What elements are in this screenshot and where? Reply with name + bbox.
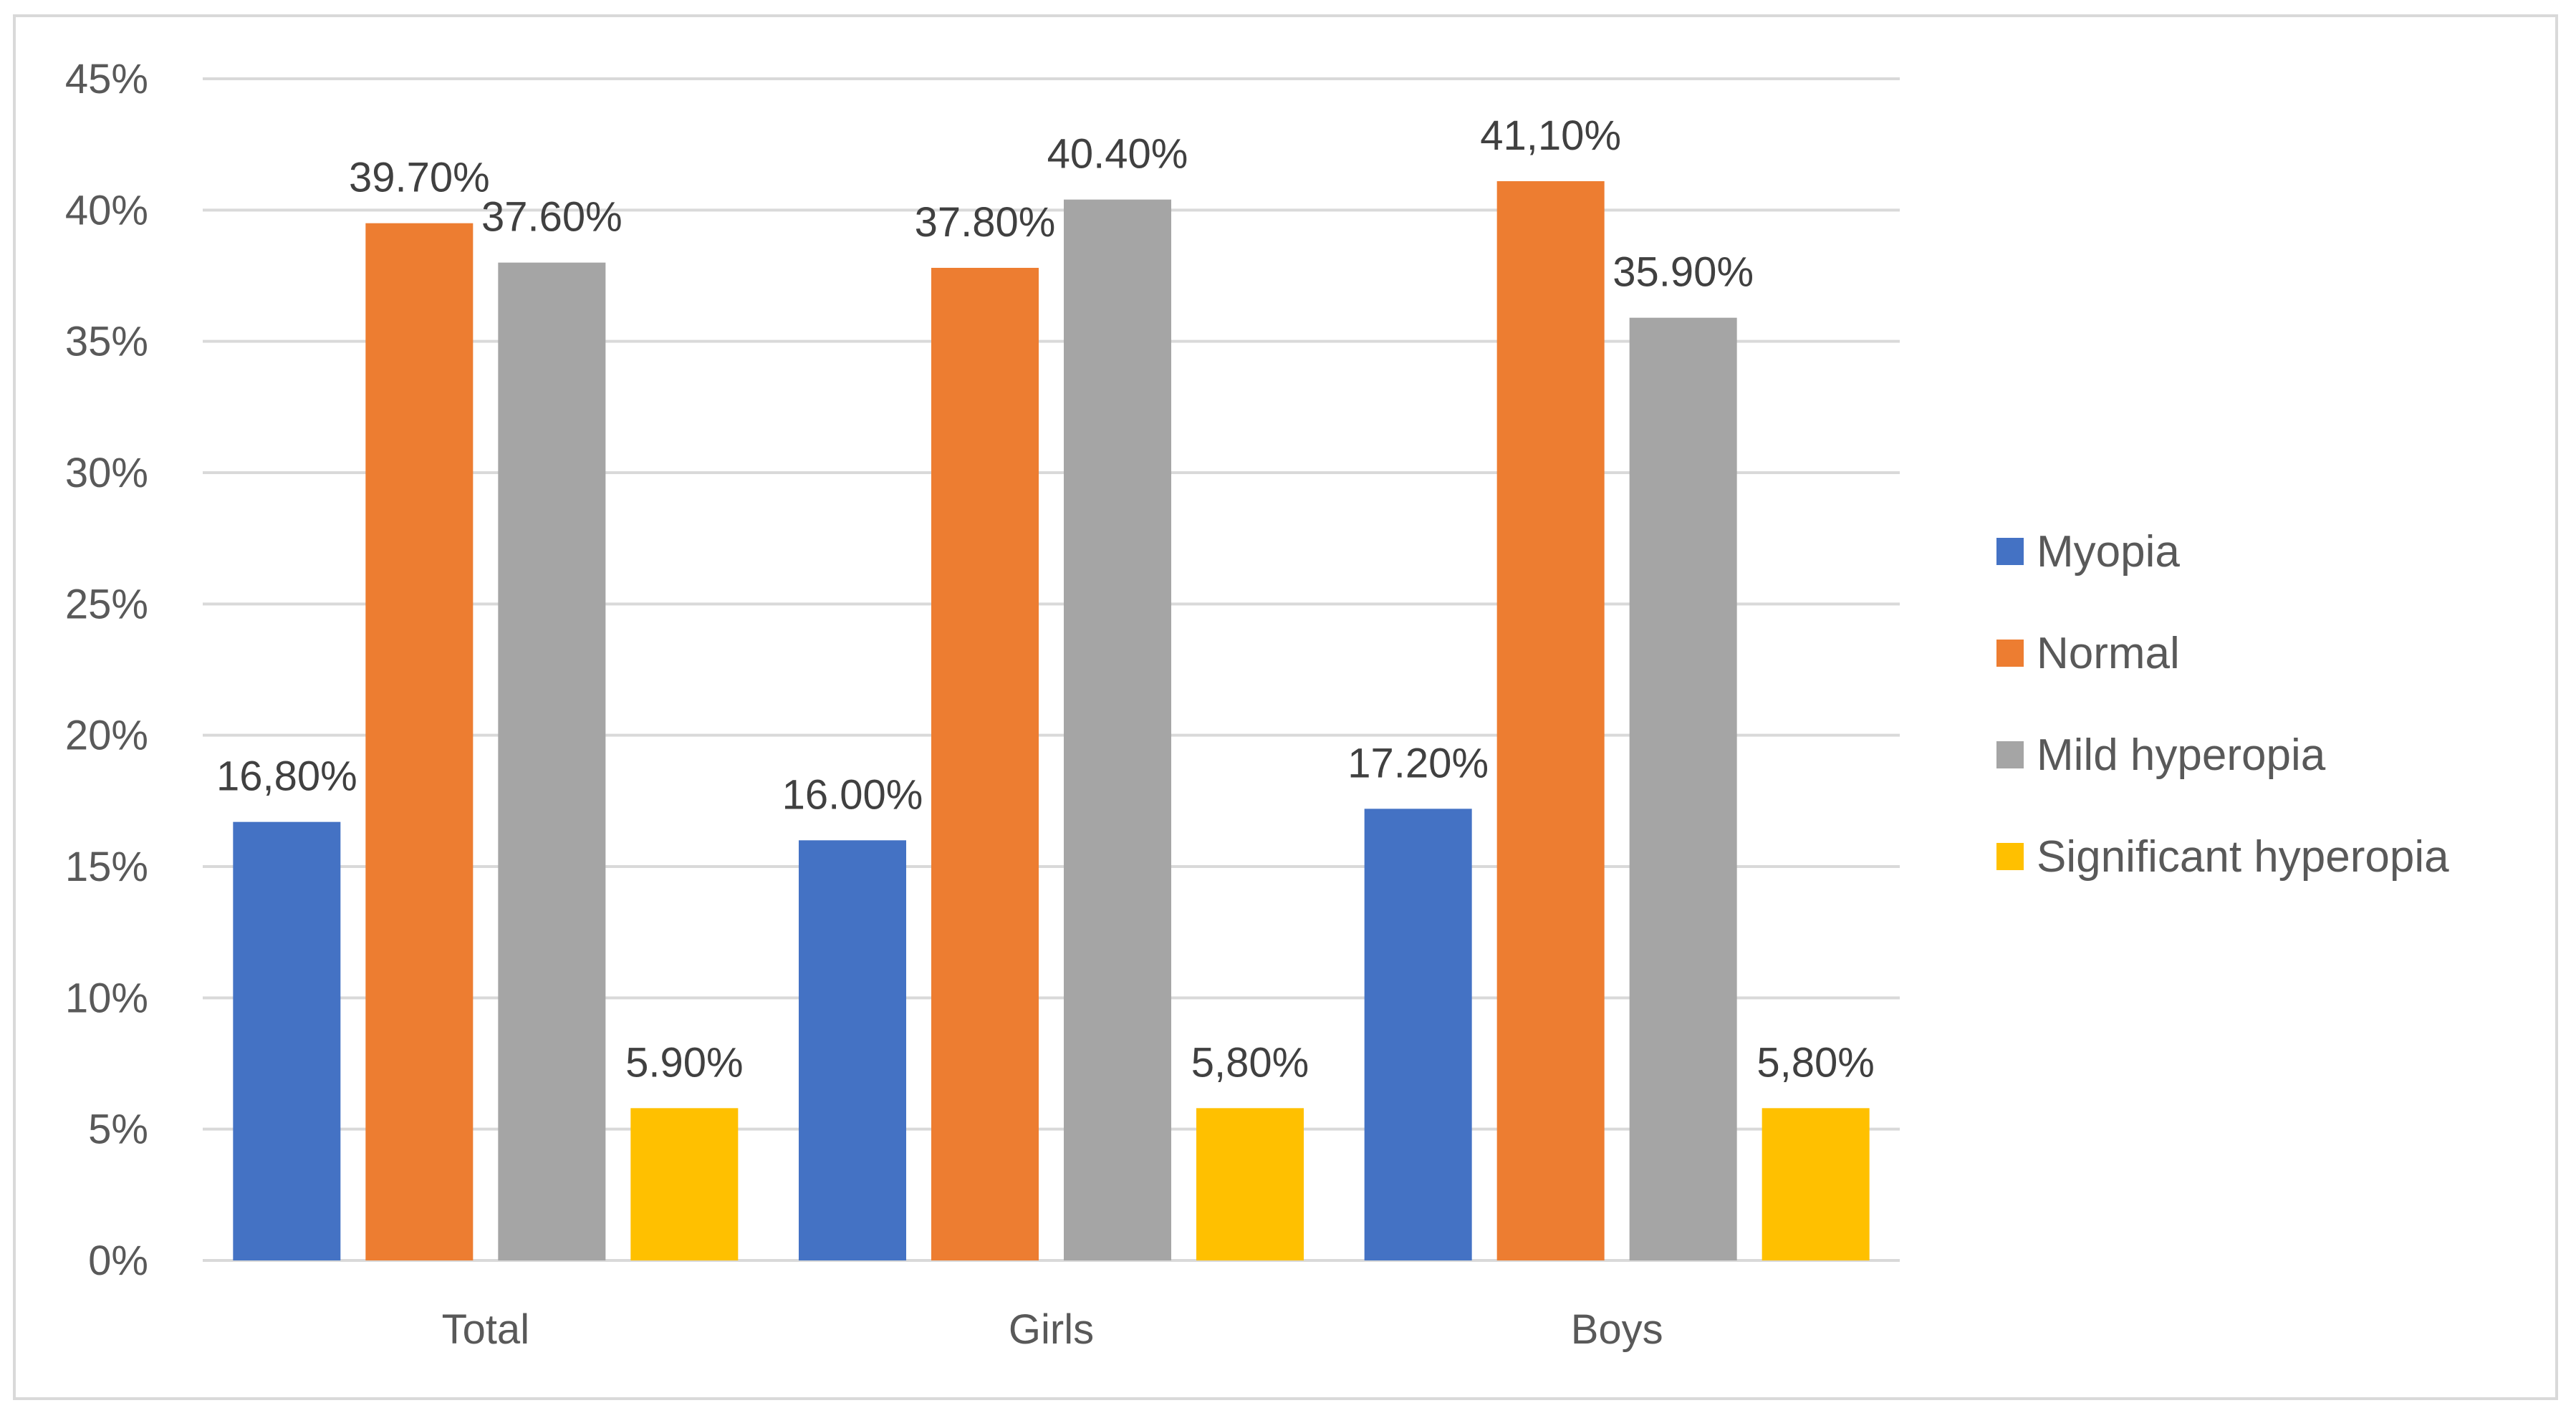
legend-swatch <box>1996 640 2024 667</box>
x-tick-label-total: Total <box>442 1306 530 1353</box>
data-labels: 16,80% 39.70%37.60% 5.90% 16.00% 37.80% 40.40… <box>216 112 1875 1086</box>
data-label: 5.90% <box>625 1039 743 1086</box>
bar-significant-hyperopia-girls <box>1196 1108 1304 1260</box>
y-tick-label: 20% <box>65 713 148 759</box>
legend: Myopia Normal Mild hyperopia Significant hy… <box>1996 527 2449 882</box>
x-axis-tick-labels: Total Girls Boys <box>442 1306 1663 1353</box>
legend-swatch <box>1996 843 2024 870</box>
data-label: 16,80% <box>216 753 357 800</box>
legend-item-myopia: Myopia <box>1996 527 2180 577</box>
data-label: 16.00% <box>782 771 923 818</box>
data-label: 5,80% <box>1756 1039 1874 1086</box>
y-tick-label: 10% <box>65 975 148 1021</box>
x-tick-label-girls: Girls <box>1009 1306 1094 1353</box>
bar-normal-girls <box>931 268 1039 1260</box>
y-tick-label: 40% <box>65 187 148 233</box>
y-tick-label: 35% <box>65 319 148 365</box>
bar-normal-boys <box>1496 181 1605 1260</box>
y-axis-tick-labels: 0% 5% 10% 15% 20% 25% 30% 35% 40% 45% <box>65 56 148 1284</box>
bar-mild-hyperopia-boys <box>1629 317 1737 1261</box>
bar-mild-hyperopia-total <box>498 262 606 1261</box>
data-label: 37.60% <box>481 194 623 241</box>
data-label: 37.80% <box>915 199 1056 246</box>
y-tick-label: 0% <box>88 1238 148 1284</box>
legend-label: Myopia <box>2037 527 2180 577</box>
y-tick-label: 30% <box>65 450 148 496</box>
y-tick-label: 5% <box>88 1106 148 1153</box>
bar-myopia-total <box>233 821 341 1260</box>
legend-swatch <box>1996 538 2024 565</box>
x-tick-label-boys: Boys <box>1571 1306 1663 1353</box>
data-label: 39.70% <box>349 155 490 201</box>
legend-label: Normal <box>2037 629 2180 678</box>
legend-label: Significant hyperopia <box>2037 832 2449 882</box>
y-tick-label: 15% <box>65 844 148 890</box>
data-label: 41,10% <box>1480 112 1621 159</box>
bar-significant-hyperopia-boys <box>1762 1108 1870 1260</box>
legend-swatch <box>1996 741 2024 768</box>
legend-item-significant-hyperopia: Significant hyperopia <box>1996 832 2449 882</box>
bar-myopia-boys <box>1364 809 1472 1260</box>
bar-normal-total <box>365 223 474 1261</box>
bar-myopia-girls <box>799 840 906 1260</box>
gridlines <box>203 77 1900 1262</box>
y-tick-label: 25% <box>65 581 148 627</box>
legend-item-mild-hyperopia: Mild hyperopia <box>1996 730 2326 780</box>
bars <box>233 181 1870 1261</box>
legend-label: Mild hyperopia <box>2037 730 2326 780</box>
data-label: 5,80% <box>1191 1039 1309 1086</box>
bar-mild-hyperopia-girls <box>1064 199 1171 1261</box>
data-label: 35.90% <box>1613 249 1754 296</box>
data-label: 17.20% <box>1347 740 1489 786</box>
bar-significant-hyperopia-total <box>630 1108 739 1260</box>
legend-item-normal: Normal <box>1996 629 2180 678</box>
y-tick-label: 45% <box>65 56 148 102</box>
data-label: 40.40% <box>1047 131 1188 178</box>
